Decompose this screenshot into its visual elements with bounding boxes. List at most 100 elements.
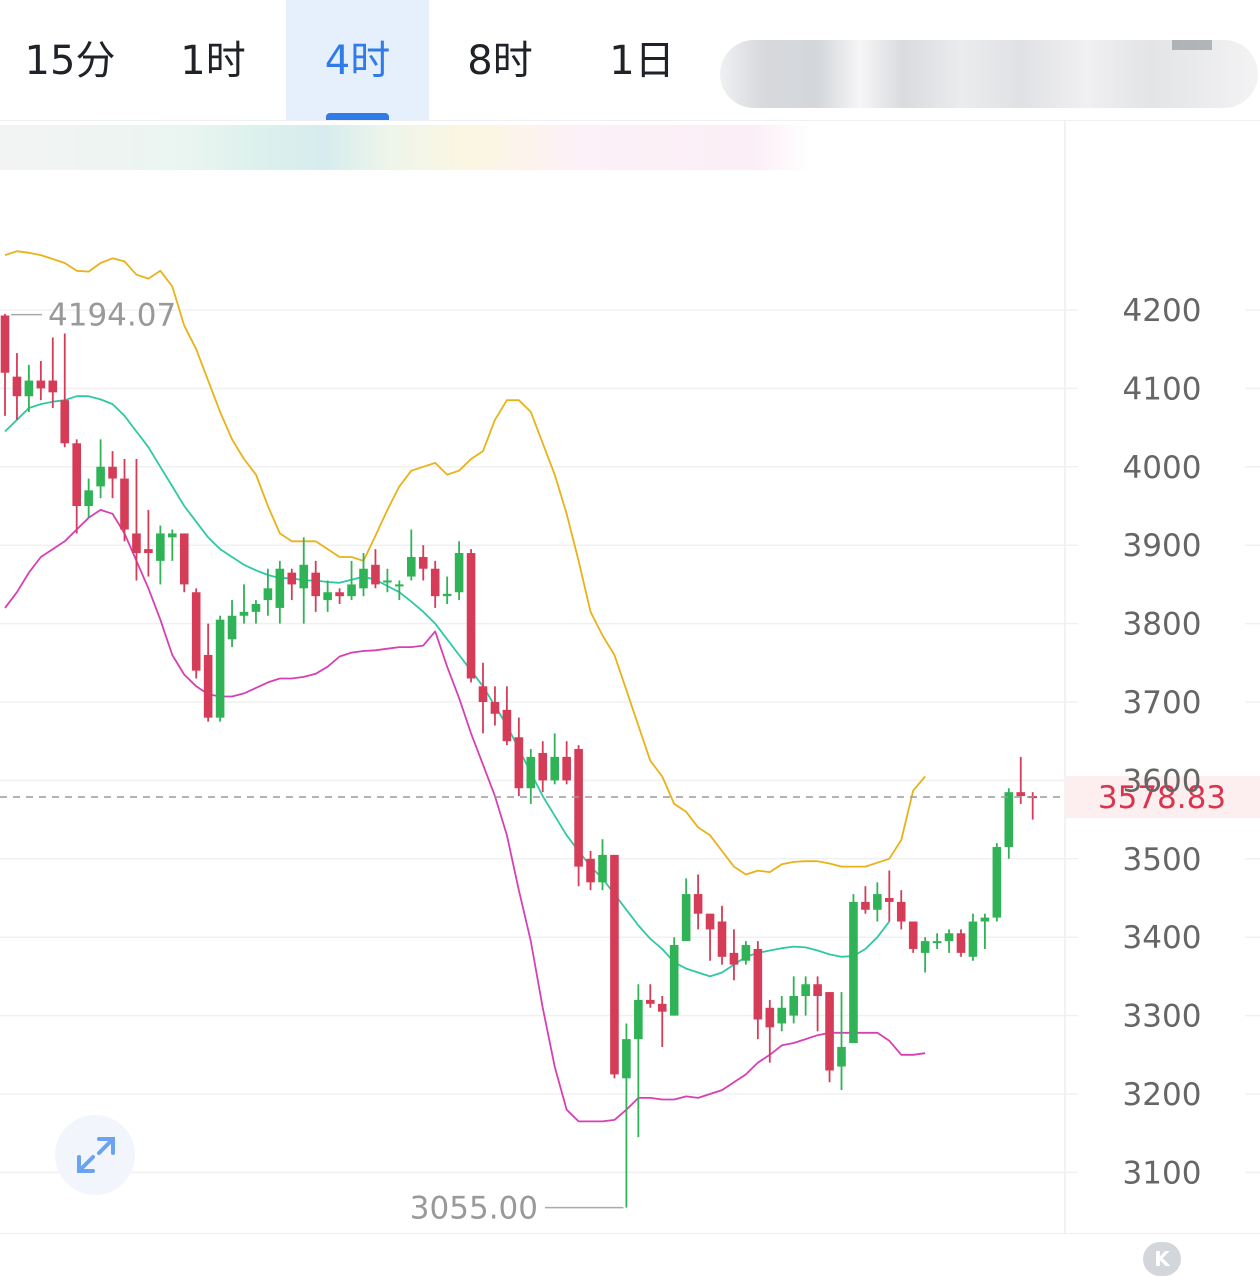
candle — [813, 976, 822, 1032]
candle — [861, 886, 870, 914]
candle — [144, 509, 153, 577]
candle-body — [968, 921, 978, 957]
candle-body — [24, 380, 34, 397]
candle-body — [215, 619, 225, 718]
candle — [1004, 788, 1014, 859]
tab-1hour[interactable]: 1时 — [180, 38, 246, 84]
candle-body — [0, 315, 10, 373]
candle-body — [275, 568, 285, 608]
candle — [705, 913, 715, 961]
candle-body — [466, 553, 476, 679]
candle-body — [323, 592, 332, 601]
candle — [120, 458, 129, 542]
tab-4hour[interactable]: 4时 — [286, 0, 429, 120]
candle-body — [765, 1007, 775, 1028]
expand-button[interactable] — [55, 1115, 135, 1195]
candle-body — [586, 858, 595, 883]
candle — [634, 984, 643, 1138]
candle-body — [239, 611, 249, 616]
tab-1day[interactable]: 1日 — [609, 38, 675, 84]
candle — [980, 913, 990, 949]
candle — [837, 992, 846, 1091]
tab-15min[interactable]: 15分 — [24, 38, 116, 84]
candle — [753, 941, 763, 1040]
low-marker-label: 3055.00 — [410, 1191, 538, 1227]
candle — [478, 662, 488, 734]
candle-body — [669, 945, 679, 1016]
tab-8hour[interactable]: 8时 — [467, 38, 533, 84]
candle — [526, 749, 536, 804]
candle — [287, 568, 297, 601]
candle — [395, 580, 404, 601]
k-circle-icon[interactable]: K — [1143, 1242, 1181, 1276]
candle-body — [454, 553, 464, 593]
candle — [932, 933, 942, 949]
candle — [383, 568, 392, 593]
candlestick-chart[interactable]: 3578.83 4194.07 3055.00 4200 4100 4000 3900… — [0, 120, 1260, 1233]
candle — [729, 929, 739, 981]
candle-body — [514, 737, 524, 789]
candle — [992, 843, 1002, 922]
candle — [407, 529, 416, 581]
candle — [0, 313, 10, 416]
candle — [442, 576, 452, 604]
candle — [215, 615, 225, 722]
y-tick-label: 4200 — [1123, 293, 1202, 329]
candle-body — [538, 752, 548, 781]
expand-arrows-icon — [77, 1137, 115, 1173]
candle-body — [908, 921, 918, 949]
candle — [896, 890, 906, 930]
candle-body — [251, 604, 261, 612]
y-tick-label: 4000 — [1123, 450, 1202, 486]
candle — [96, 439, 105, 499]
candle-body — [263, 588, 273, 601]
candle — [227, 600, 237, 648]
y-tick-label: 3800 — [1123, 607, 1202, 643]
candle-body — [849, 901, 858, 1044]
candle — [323, 580, 332, 612]
candle — [191, 588, 201, 679]
candle-body — [132, 533, 141, 554]
candle-body — [753, 948, 763, 1020]
candle-body — [693, 894, 703, 914]
candle — [72, 439, 81, 534]
candle — [538, 741, 548, 793]
candle — [203, 623, 213, 722]
candle — [562, 741, 571, 785]
candles — [0, 313, 1037, 1208]
candle-body — [144, 549, 153, 554]
candle — [717, 905, 727, 965]
timeframe-tabbar: 15分 1时 4时 8时 1日 — [0, 0, 1260, 121]
candle — [610, 854, 619, 1079]
candle-body — [191, 592, 201, 671]
candle-body — [156, 533, 165, 561]
candle — [239, 584, 249, 624]
candle — [657, 996, 667, 1047]
y-tick-label: 3700 — [1123, 685, 1202, 721]
candle-body — [347, 584, 356, 597]
candle-body — [108, 466, 117, 479]
candle — [514, 717, 524, 797]
candle — [335, 588, 344, 604]
candle-body — [526, 756, 536, 789]
candle — [263, 568, 273, 616]
candle — [418, 545, 428, 581]
candle-body — [777, 1007, 787, 1024]
y-tick-label: 3900 — [1123, 528, 1202, 564]
candle — [12, 353, 22, 420]
candle — [84, 478, 93, 518]
candle — [454, 541, 464, 601]
candle — [968, 913, 978, 961]
candle — [251, 600, 261, 624]
candle — [777, 996, 787, 1032]
y-tick-label: 4100 — [1123, 371, 1202, 407]
candle-body — [825, 992, 834, 1071]
candle-body — [478, 686, 488, 702]
blurred-toolbar — [720, 40, 1258, 108]
candle — [646, 984, 655, 1008]
candle — [669, 937, 679, 1016]
candle-body — [634, 999, 643, 1040]
candle-body — [442, 593, 452, 597]
candle — [1016, 756, 1026, 804]
candle-body — [407, 556, 416, 577]
